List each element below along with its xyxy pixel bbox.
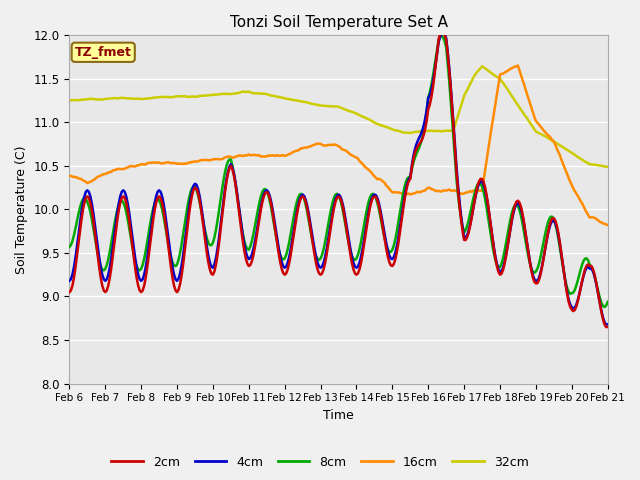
Legend: 2cm, 4cm, 8cm, 16cm, 32cm: 2cm, 4cm, 8cm, 16cm, 32cm xyxy=(106,451,534,474)
Title: Tonzi Soil Temperature Set A: Tonzi Soil Temperature Set A xyxy=(230,15,447,30)
X-axis label: Time: Time xyxy=(323,409,354,422)
Y-axis label: Soil Temperature (C): Soil Temperature (C) xyxy=(15,145,28,274)
Text: TZ_fmet: TZ_fmet xyxy=(75,46,132,59)
